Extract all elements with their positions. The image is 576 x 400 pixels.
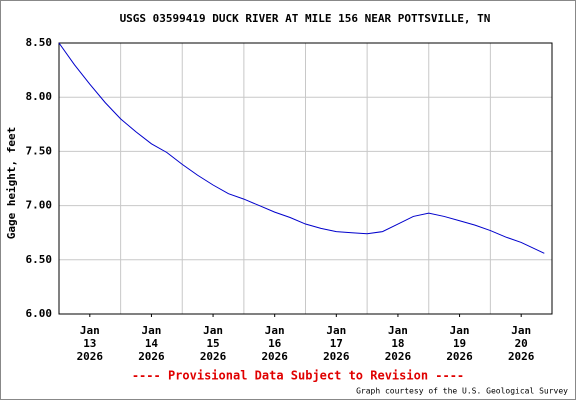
credit: Graph courtesy of the U.S. Geological Su… (356, 387, 568, 396)
y-tick-label: 6.50 (26, 253, 53, 266)
plot-border (58, 42, 553, 315)
data-line (58, 42, 545, 254)
x-tick-label: Jan (265, 324, 285, 337)
x-tick-label: Jan (326, 324, 346, 337)
x-tick-label: Jan (203, 324, 223, 337)
x-tick-label: Jan (450, 324, 470, 337)
provisional-note: ---- Provisional Data Subject to Revisio… (132, 369, 464, 383)
x-tick-label: 2026 (323, 350, 350, 363)
x-tick-label: 2026 (77, 350, 104, 363)
x-tick-label: Jan (388, 324, 408, 337)
y-tick-label: 7.50 (26, 144, 53, 157)
chart-title: USGS 03599419 DUCK RIVER AT MILE 156 NEA… (120, 12, 491, 25)
x-tick-label: 2026 (261, 350, 288, 363)
x-tick-label: 13 (83, 337, 96, 350)
x-tick-label: 19 (453, 337, 466, 350)
y-tick-label: 6.00 (26, 307, 53, 320)
x-tick-label: 18 (391, 337, 404, 350)
x-tick-label: 17 (330, 337, 343, 350)
y-tick-label: 8.00 (26, 90, 53, 103)
x-tick-label: 15 (206, 337, 219, 350)
x-tick-label: 2026 (138, 350, 165, 363)
x-tick-label: 14 (145, 337, 159, 350)
x-tick-label: 2026 (508, 350, 535, 363)
x-tick-label: Jan (142, 324, 162, 337)
x-tick-label: 2026 (200, 350, 227, 363)
x-tick-label: 20 (515, 337, 528, 350)
y-tick-label: 8.50 (26, 36, 53, 49)
x-tick-label: 2026 (385, 350, 412, 363)
y-axis-label: Gage height, feet (5, 127, 18, 240)
x-tick-label: 16 (268, 337, 282, 350)
x-tick-label: Jan (511, 324, 531, 337)
x-tick-label: Jan (80, 324, 100, 337)
x-tick-label: 2026 (446, 350, 473, 363)
y-tick-label: 7.00 (26, 199, 53, 212)
